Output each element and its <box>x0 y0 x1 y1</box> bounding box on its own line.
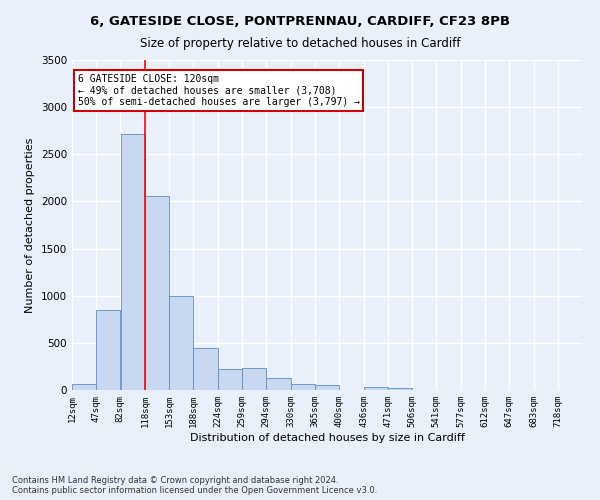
Bar <box>169 296 193 390</box>
Bar <box>315 386 339 390</box>
Bar <box>266 378 290 390</box>
X-axis label: Distribution of detached houses by size in Cardiff: Distribution of detached houses by size … <box>190 432 464 442</box>
Text: 6 GATESIDE CLOSE: 120sqm
← 49% of detached houses are smaller (3,708)
50% of sem: 6 GATESIDE CLOSE: 120sqm ← 49% of detach… <box>77 74 359 108</box>
Bar <box>364 387 388 390</box>
Bar <box>218 369 242 390</box>
Bar <box>388 388 412 390</box>
Bar <box>145 196 169 390</box>
Bar <box>291 384 314 390</box>
Text: Contains HM Land Registry data © Crown copyright and database right 2024.
Contai: Contains HM Land Registry data © Crown c… <box>12 476 377 495</box>
Bar <box>193 348 218 390</box>
Bar <box>242 368 266 390</box>
Y-axis label: Number of detached properties: Number of detached properties <box>25 138 35 312</box>
Bar <box>121 134 145 390</box>
Text: 6, GATESIDE CLOSE, PONTPRENNAU, CARDIFF, CF23 8PB: 6, GATESIDE CLOSE, PONTPRENNAU, CARDIFF,… <box>90 15 510 28</box>
Bar <box>97 310 120 390</box>
Bar <box>73 384 96 390</box>
Text: Size of property relative to detached houses in Cardiff: Size of property relative to detached ho… <box>140 38 460 51</box>
